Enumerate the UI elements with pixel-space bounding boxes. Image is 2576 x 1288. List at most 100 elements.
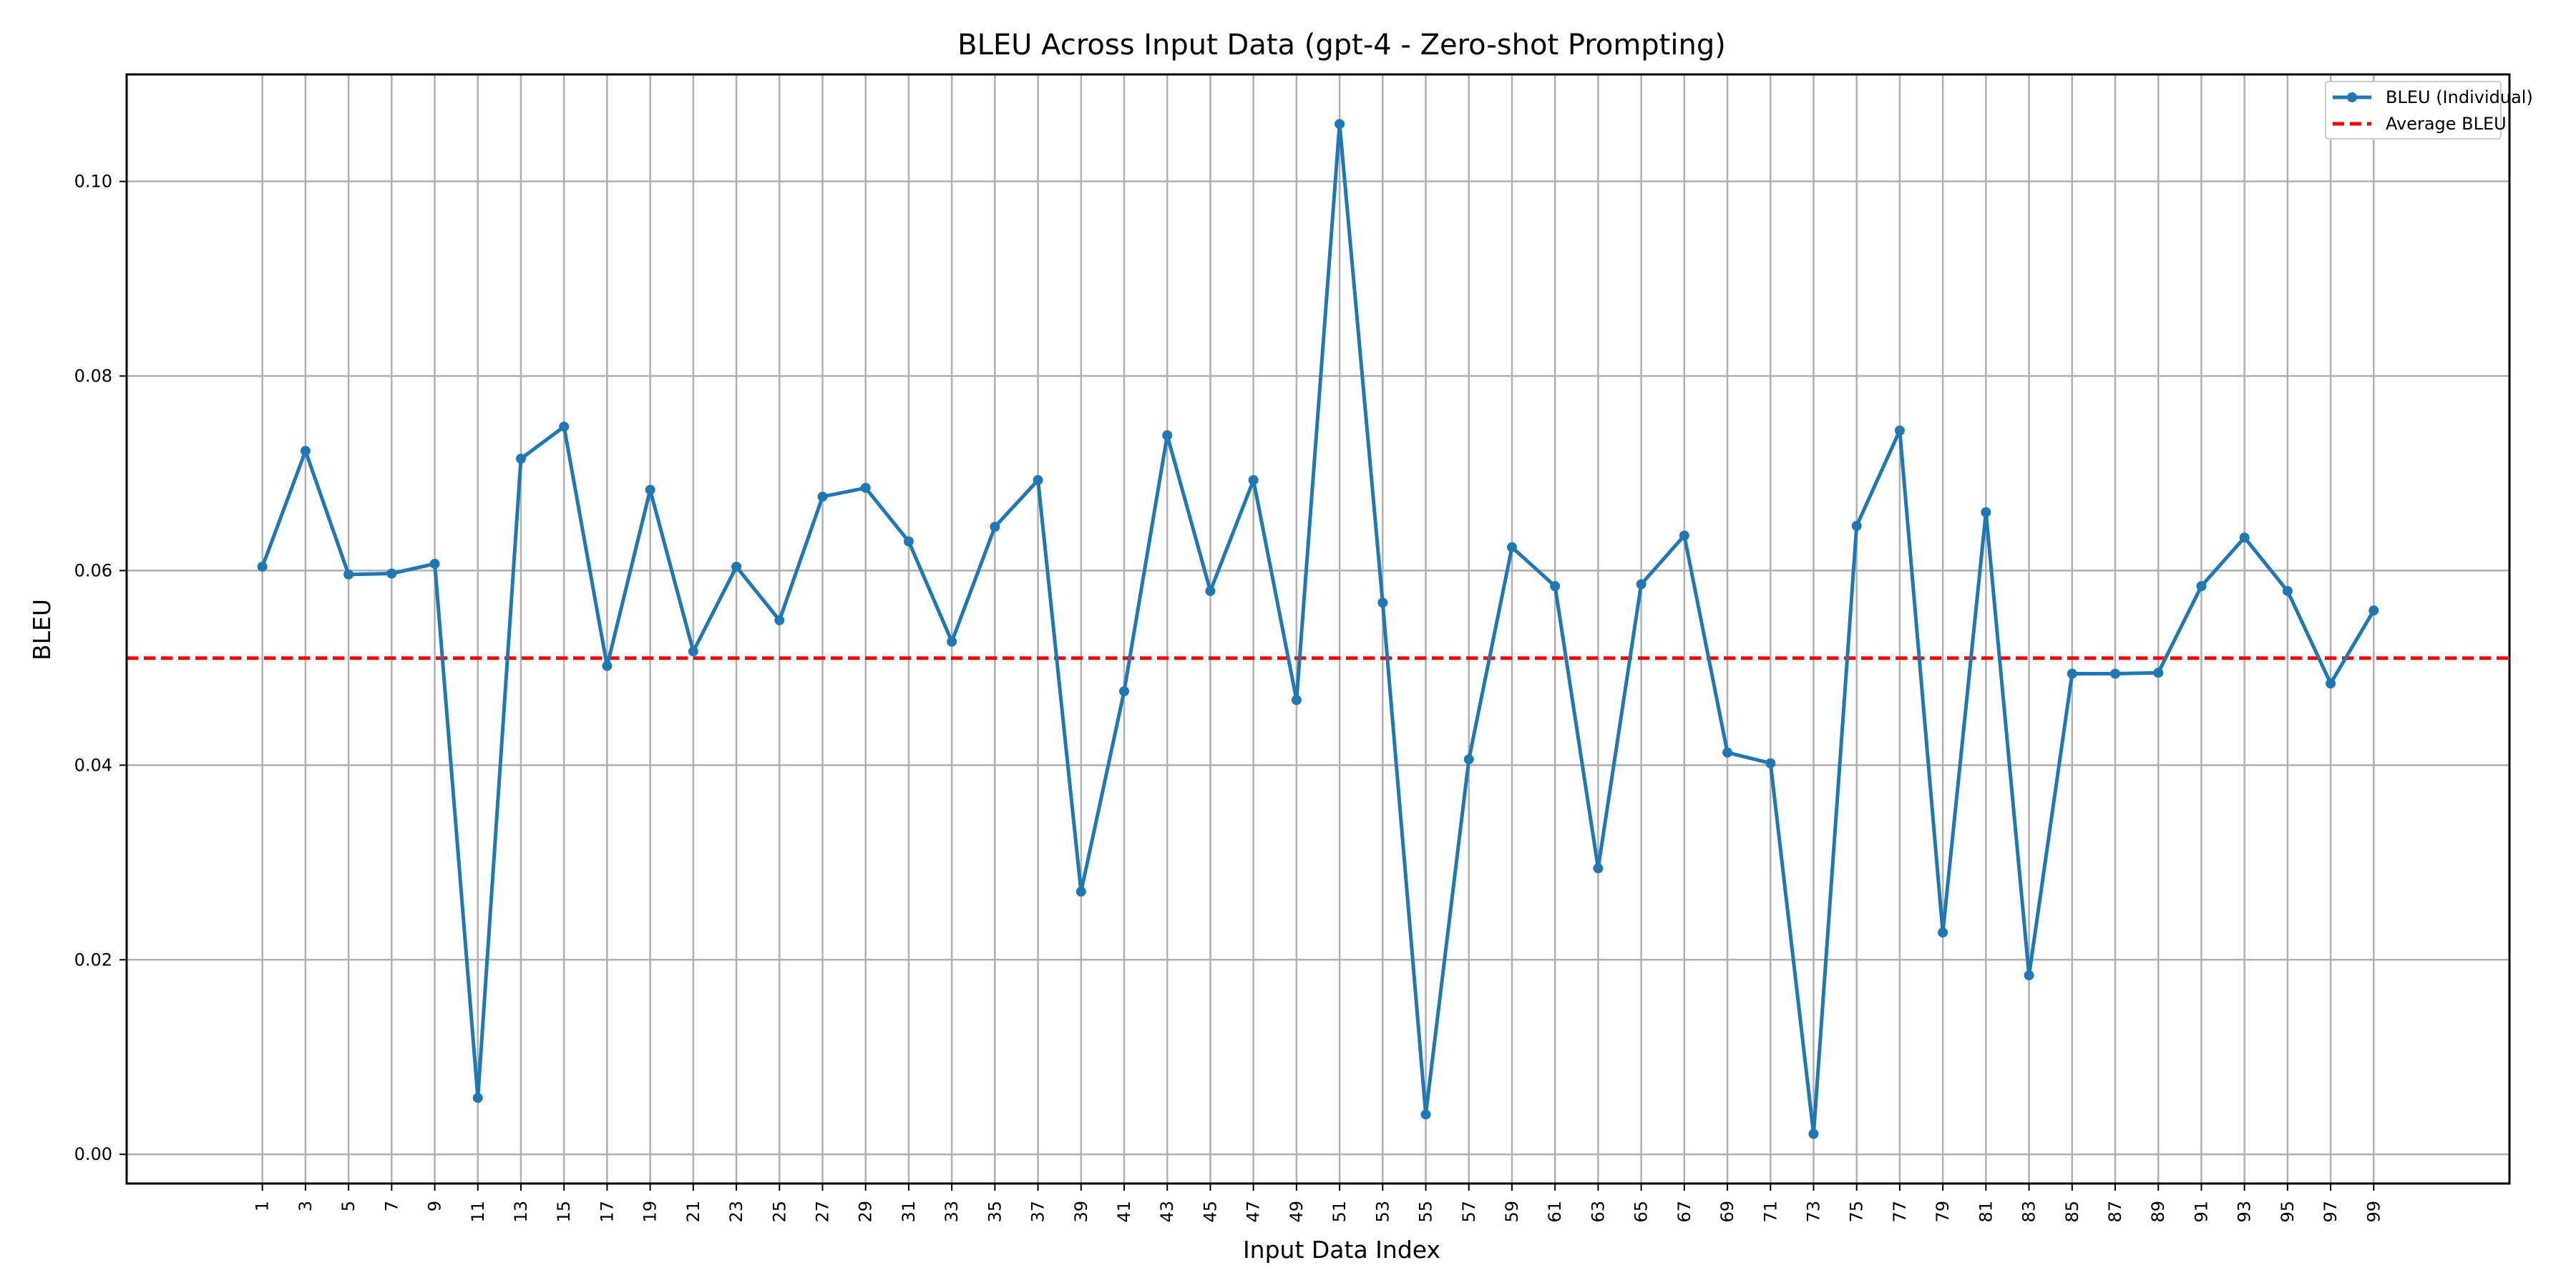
- y-tick-label: 0.06: [74, 560, 112, 580]
- x-tick-label: 29: [856, 1201, 876, 1223]
- x-tick-label: 63: [1588, 1201, 1608, 1223]
- bleu-data-point: [731, 561, 742, 572]
- bleu-data-point: [1162, 430, 1173, 441]
- x-tick-label: 33: [942, 1201, 962, 1223]
- bleu-data-point: [860, 482, 871, 493]
- bleu-data-point: [1075, 887, 1086, 897]
- bleu-data-point: [2239, 532, 2250, 543]
- x-tick-label: 17: [597, 1201, 617, 1223]
- x-tick-label: 75: [1847, 1201, 1867, 1223]
- bleu-data-point: [2196, 581, 2207, 592]
- x-tick-label: 71: [1760, 1201, 1780, 1223]
- x-tick-label: 59: [1502, 1201, 1522, 1223]
- bleu-data-point: [990, 522, 1000, 532]
- x-tick-label: 87: [2105, 1201, 2125, 1223]
- x-tick-label: 31: [899, 1201, 919, 1223]
- x-tick-label: 35: [985, 1201, 1005, 1223]
- x-tick-label: 9: [425, 1201, 445, 1211]
- x-tick-label: 27: [813, 1201, 833, 1223]
- x-tick-label: 89: [2148, 1201, 2168, 1223]
- legend-label-average: Average BLEU: [2386, 114, 2507, 134]
- y-tick-label: 0.10: [74, 172, 112, 192]
- x-tick-label: 93: [2235, 1201, 2255, 1223]
- x-tick-label: 5: [338, 1201, 358, 1211]
- bleu-data-point: [472, 1093, 483, 1103]
- bleu-data-point: [947, 636, 957, 647]
- bleu-data-point: [1205, 585, 1216, 596]
- x-tick-label: 77: [1890, 1201, 1910, 1223]
- bleu-data-point: [1765, 758, 1776, 769]
- bleu-data-point: [2110, 668, 2121, 679]
- bleu-data-point: [257, 561, 268, 572]
- x-tick-label: 83: [2019, 1201, 2039, 1223]
- bleu-data-point: [2282, 585, 2293, 596]
- bleu-data-point: [386, 568, 397, 579]
- bleu-data-point: [1248, 474, 1259, 485]
- x-tick-label: 69: [1717, 1201, 1737, 1223]
- y-axis-ticks: 0.00 0.02 0.04 0.06 0.08 0.10: [74, 172, 127, 1164]
- x-tick-label: 47: [1244, 1201, 1264, 1223]
- legend-marker-bleu: [2347, 92, 2357, 102]
- bleu-data-point: [1033, 474, 1043, 485]
- x-tick-label: 57: [1459, 1201, 1479, 1223]
- x-tick-label: 51: [1330, 1201, 1350, 1223]
- legend-label-bleu: BLEU (Individual): [2386, 87, 2533, 107]
- x-tick-label: 19: [640, 1201, 660, 1223]
- x-tick-label: 55: [1416, 1201, 1436, 1223]
- bleu-data-point: [1593, 863, 1604, 874]
- y-tick-label: 0.00: [74, 1144, 112, 1164]
- bleu-data-point: [1981, 507, 1991, 517]
- bleu-data-point: [2024, 970, 2034, 981]
- grid: [127, 74, 2509, 1184]
- bleu-data-point: [1550, 581, 1561, 592]
- bleu-data-point: [1291, 695, 1302, 706]
- bleu-series-line: [260, 122, 2376, 1136]
- x-tick-label: 39: [1071, 1201, 1091, 1223]
- x-tick-label: 1: [253, 1201, 273, 1211]
- bleu-data-point: [559, 421, 570, 432]
- x-tick-label: 11: [468, 1201, 488, 1223]
- x-axis-label: Input Data Index: [1243, 1236, 1440, 1264]
- bleu-data-point: [1420, 1109, 1431, 1120]
- x-tick-label: 37: [1028, 1201, 1048, 1223]
- x-tick-label: 7: [381, 1201, 401, 1211]
- bleu-data-point: [2067, 668, 2077, 679]
- bleu-data-point: [1938, 927, 1948, 938]
- x-tick-label: 65: [1631, 1201, 1652, 1223]
- bleu-data-point: [1851, 520, 1862, 531]
- bleu-data-point: [774, 615, 785, 625]
- plot-area-frame: [125, 73, 2511, 1185]
- x-tick-label: 73: [1803, 1201, 1823, 1223]
- bleu-data-point: [1679, 530, 1689, 541]
- x-tick-label: 3: [296, 1201, 316, 1211]
- bleu-data-point: [1636, 579, 1646, 590]
- bleu-data-point: [1894, 425, 1905, 436]
- x-tick-label: 67: [1674, 1201, 1694, 1223]
- x-tick-label: 91: [2191, 1201, 2211, 1223]
- bleu-data-point: [429, 558, 440, 569]
- bleu-data-point: [817, 492, 828, 502]
- bleu-data-point: [1377, 597, 1388, 608]
- x-tick-label: 99: [2363, 1201, 2384, 1223]
- bleu-data-point: [2153, 668, 2164, 678]
- x-tick-label: 21: [683, 1201, 703, 1223]
- bleu-data-point: [602, 660, 613, 671]
- x-tick-label: 97: [2321, 1201, 2341, 1223]
- bleu-data-point: [1506, 542, 1517, 552]
- bleu-data-point: [1808, 1128, 1819, 1139]
- bleu-data-point: [300, 446, 311, 457]
- x-tick-label: 15: [554, 1201, 574, 1223]
- y-tick-label: 0.08: [74, 366, 112, 386]
- y-tick-label: 0.04: [74, 755, 112, 775]
- x-axis-ticks: 1 3 5 7 9 11 13 15 17 19 21 23 25 27 29 31 33 35 37 39 41 43 4…: [253, 1184, 2384, 1223]
- x-tick-label: 23: [726, 1201, 746, 1223]
- x-tick-label: 41: [1114, 1201, 1134, 1223]
- x-tick-label: 53: [1372, 1201, 1392, 1223]
- chart-title: BLEU Across Input Data (gpt-4 - Zero-sho…: [957, 29, 1726, 62]
- y-axis-label: BLEU: [28, 599, 56, 660]
- x-tick-label: 45: [1200, 1201, 1220, 1223]
- x-tick-label: 49: [1287, 1201, 1307, 1223]
- bleu-data-point: [1722, 747, 1733, 758]
